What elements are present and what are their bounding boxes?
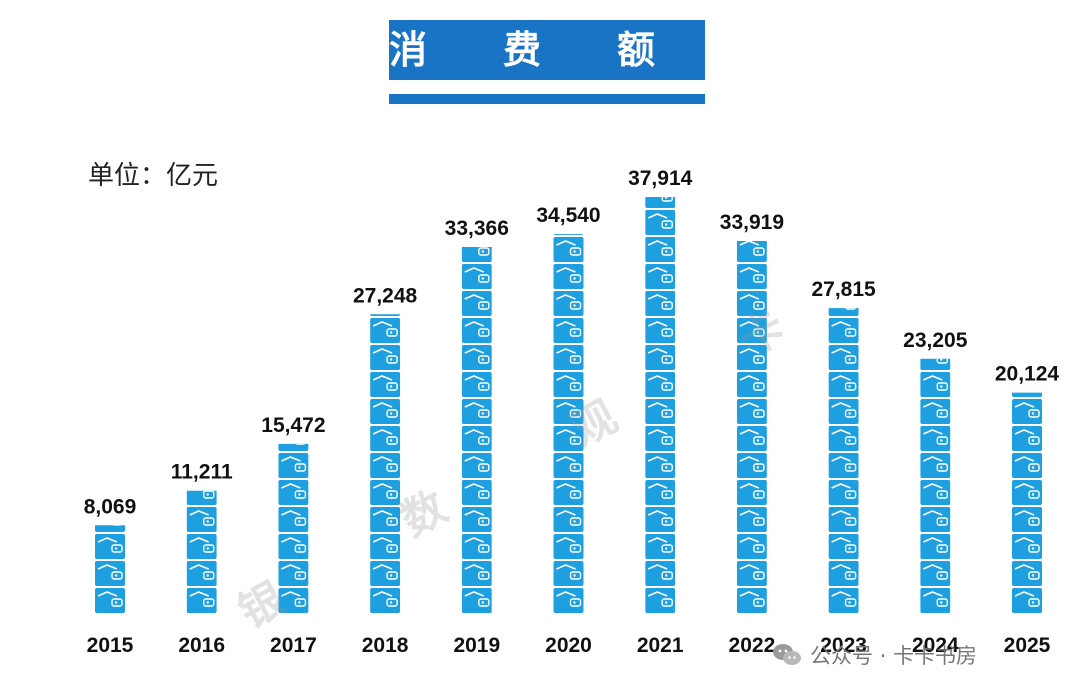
bar [736,240,767,613]
data-label: 33,366 [445,217,509,240]
data-label: 34,540 [536,204,600,227]
footer-text: 公众号 · 卡卡书房 [810,644,978,668]
x-tick-label: 2025 [1004,634,1051,657]
chart-title: 消 费 额 [389,28,656,72]
bar [186,490,217,613]
x-tick-label: 2024 [912,634,959,657]
bar [1012,392,1042,613]
x-tick-label: 2023 [820,634,867,657]
data-label: 33,919 [720,211,784,234]
x-tick-label: 2020 [545,634,592,657]
x-tick-label: 2019 [453,634,500,657]
data-label: 23,205 [903,329,968,352]
bar [645,197,676,613]
footer-attribution: 公众号 · 卡卡书房 [772,638,977,672]
data-label: 37,914 [628,167,693,190]
bar [278,443,309,613]
x-tick-label: 2016 [178,634,225,657]
data-label: 27,815 [811,278,876,301]
wechat-icon [773,644,801,665]
x-tick-label: 2015 [87,634,134,657]
data-label: 20,124 [995,363,1060,386]
bar [95,525,125,613]
data-label: 8,069 [84,495,137,518]
bar [920,358,951,613]
bar [828,308,859,613]
unit-label: 单位：亿元 [88,161,219,191]
title-banner [389,20,705,80]
x-tick-label: 2018 [362,634,409,657]
x-tick-label: 2017 [270,634,317,657]
bar [461,247,492,613]
x-tick-label: 2021 [637,634,684,657]
data-label: 15,472 [261,414,325,437]
bar [553,234,584,613]
data-label: 27,248 [353,284,418,307]
title-underline [389,94,705,104]
x-tick-label: 2022 [729,634,776,657]
bar [370,314,401,613]
data-label: 11,211 [171,461,233,484]
